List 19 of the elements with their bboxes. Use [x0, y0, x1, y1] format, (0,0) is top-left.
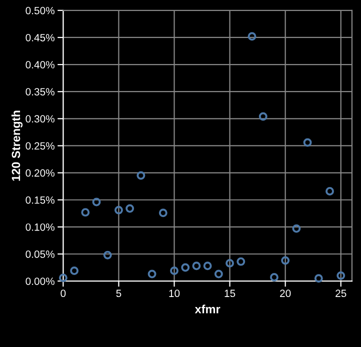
x-tick-label: 15 [224, 290, 236, 298]
x-tick-label: 5 [116, 290, 122, 298]
y-axis-title: 120 Strength [11, 110, 23, 181]
y-tick-label: 0.25% [26, 142, 54, 150]
y-tick-label: 0.35% [26, 88, 54, 96]
x-tick-label: 25 [336, 290, 346, 298]
x-tick-label: 0 [60, 290, 66, 298]
y-tick-label: 0.50% [26, 6, 54, 14]
y-tick-label: 0.20% [26, 169, 54, 177]
y-tick-label: 0.30% [26, 115, 54, 123]
y-tick-label: 0.05% [26, 250, 54, 258]
y-tick-label: 0.40% [26, 61, 54, 68]
y-tick-label: 0.45% [26, 34, 54, 42]
x-axis-title: xfmr [194, 304, 220, 314]
y-tick-label: 0.10% [26, 223, 54, 231]
x-tick-label: 10 [169, 290, 180, 298]
y-tick-label: 0.15% [26, 196, 54, 204]
y-tick-label: 0.00% [26, 278, 54, 285]
x-tick-label: 20 [280, 290, 291, 298]
